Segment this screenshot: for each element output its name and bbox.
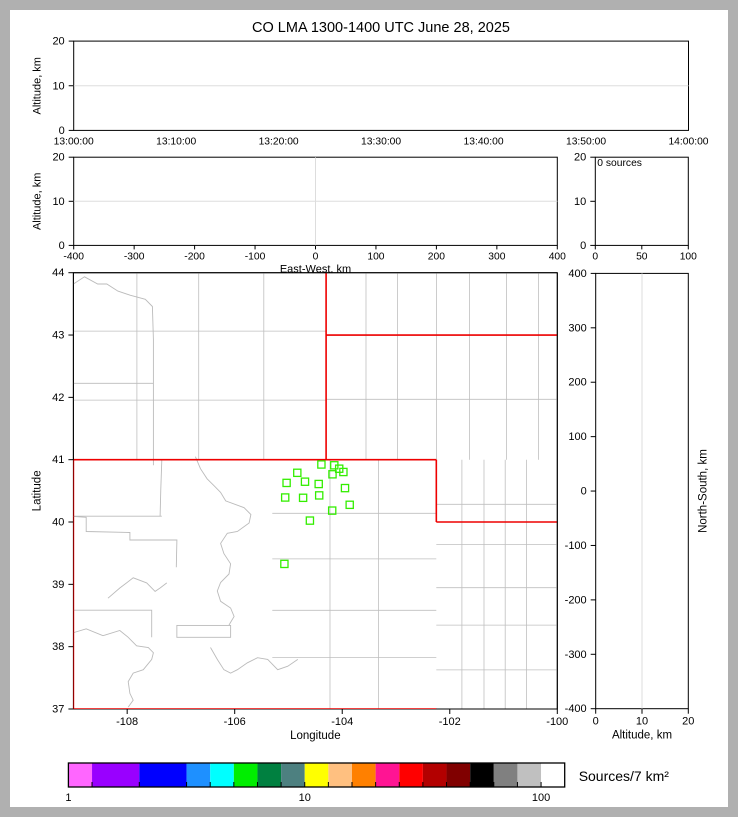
svg-text:300: 300 — [488, 251, 505, 262]
svg-text:38: 38 — [52, 641, 64, 653]
svg-text:13:40:00: 13:40:00 — [464, 136, 504, 147]
svg-text:10: 10 — [574, 196, 586, 208]
svg-text:10: 10 — [52, 196, 64, 208]
svg-text:-300: -300 — [565, 649, 587, 661]
svg-text:42: 42 — [52, 392, 64, 404]
svg-text:400: 400 — [549, 251, 566, 262]
svg-text:-102: -102 — [439, 716, 461, 728]
svg-text:Latitude: Latitude — [31, 470, 43, 511]
svg-text:400: 400 — [568, 268, 586, 280]
svg-text:37: 37 — [52, 704, 64, 716]
svg-text:41: 41 — [52, 454, 64, 466]
svg-text:39: 39 — [52, 579, 64, 591]
svg-text:-400: -400 — [565, 703, 587, 715]
svg-text:-106: -106 — [224, 716, 246, 728]
svg-text:13:00:00: 13:00:00 — [54, 136, 94, 147]
svg-text:0: 0 — [313, 251, 319, 262]
svg-text:13:10:00: 13:10:00 — [156, 136, 196, 147]
svg-text:10: 10 — [299, 792, 311, 804]
svg-text:Altitude, km: Altitude, km — [32, 57, 44, 114]
svg-text:1: 1 — [65, 792, 71, 804]
svg-text:13:50:00: 13:50:00 — [566, 136, 606, 147]
svg-text:10: 10 — [636, 716, 648, 728]
svg-text:300: 300 — [568, 322, 586, 334]
svg-text:20: 20 — [52, 152, 64, 164]
svg-text:0: 0 — [593, 716, 599, 728]
svg-text:Longitude: Longitude — [290, 730, 341, 742]
svg-text:Sources/7 km²: Sources/7 km² — [579, 768, 670, 784]
svg-text:CO LMA 1300-1400 UTC June 28,: CO LMA 1300-1400 UTC June 28, 2025 — [252, 20, 510, 36]
svg-text:0: 0 — [59, 125, 65, 137]
svg-text:100: 100 — [680, 251, 697, 262]
svg-text:43: 43 — [52, 330, 64, 342]
svg-text:100: 100 — [367, 251, 384, 262]
svg-text:44: 44 — [52, 267, 64, 279]
svg-text:13:20:00: 13:20:00 — [259, 136, 299, 147]
svg-text:20: 20 — [52, 36, 64, 48]
svg-text:0: 0 — [580, 240, 586, 252]
svg-text:0 sources: 0 sources — [597, 158, 642, 169]
svg-text:20: 20 — [574, 152, 586, 164]
svg-text:-100: -100 — [565, 540, 587, 552]
svg-text:40: 40 — [52, 517, 64, 529]
svg-text:13:30:00: 13:30:00 — [361, 136, 401, 147]
svg-text:-200: -200 — [565, 594, 587, 606]
svg-text:-300: -300 — [124, 251, 145, 262]
svg-text:50: 50 — [636, 251, 648, 262]
svg-text:-108: -108 — [116, 716, 138, 728]
svg-text:-400: -400 — [63, 251, 84, 262]
svg-text:North-South, km: North-South, km — [697, 449, 709, 533]
svg-text:200: 200 — [428, 251, 445, 262]
svg-text:10: 10 — [52, 80, 64, 92]
svg-text:-100: -100 — [245, 251, 266, 262]
svg-text:Altitude, km: Altitude, km — [32, 173, 44, 230]
svg-text:0: 0 — [592, 251, 598, 262]
svg-text:14:00:00: 14:00:00 — [668, 136, 708, 147]
svg-text:-200: -200 — [184, 251, 205, 262]
svg-text:0: 0 — [59, 240, 65, 252]
svg-text:Altitude, km: Altitude, km — [612, 730, 672, 742]
svg-text:-100: -100 — [546, 716, 568, 728]
svg-text:100: 100 — [532, 792, 550, 804]
svg-text:200: 200 — [568, 377, 586, 389]
svg-text:-104: -104 — [331, 716, 353, 728]
svg-text:20: 20 — [682, 716, 694, 728]
svg-text:0: 0 — [581, 486, 587, 498]
svg-text:100: 100 — [568, 431, 586, 443]
